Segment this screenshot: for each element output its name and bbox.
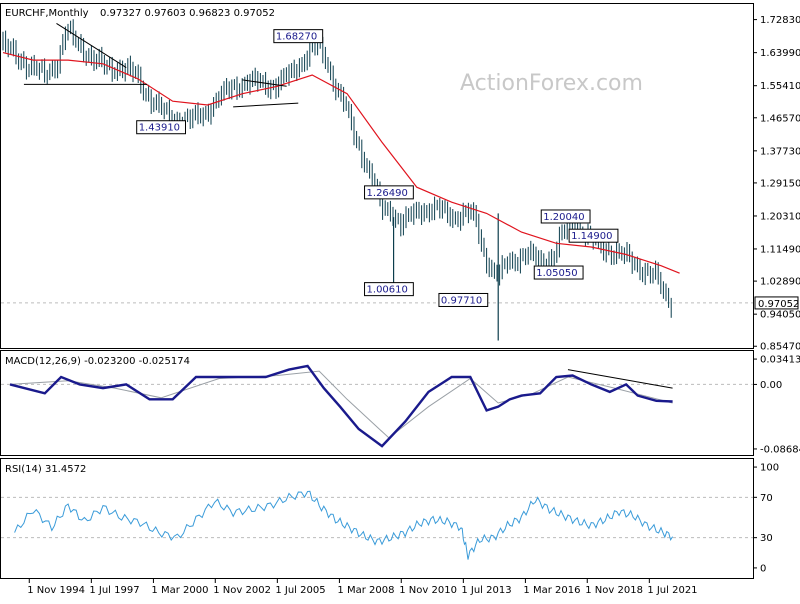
x-tick-label: 1 Jul 2005 (275, 585, 325, 596)
x-tick-label: 1 Mar 2016 (523, 585, 580, 596)
annotation-box (533, 265, 584, 280)
price-annotations: 1.68270 1.43910 1.26490 1.00610 0.97710 1.200… (136, 29, 619, 307)
macd-tick-label: 0.034137 (760, 355, 800, 366)
x-tick-label: 1 Nov 2010 (399, 585, 457, 596)
annotation-label: 1.05050 (536, 268, 577, 279)
x-tick-label: 1 Nov 2002 (213, 585, 271, 596)
watermark: ActionForex.com (460, 71, 643, 96)
last-price-label: 0.97052 (758, 299, 799, 310)
price-tick-label: 1.72830 (760, 15, 800, 26)
rsi-tick-label: 70 (760, 493, 773, 504)
annotation-label: 1.14900 (571, 231, 612, 242)
price-tick-label: 1.55410 (760, 81, 800, 92)
price-tick-label: 1.46570 (760, 113, 800, 124)
macd-tick-label: -0.086849 (760, 444, 800, 455)
rsi-tick-label: 30 (760, 533, 773, 544)
macd-line (9, 364, 673, 448)
price-tick-label: 1.63990 (760, 48, 800, 59)
annotation-box (364, 185, 414, 200)
rsi-tick-label: 100 (760, 463, 779, 474)
annotation-box (568, 228, 619, 243)
annotation-box (438, 292, 489, 307)
x-tick-label: 1 Mar 2000 (151, 585, 208, 596)
price-panel (0, 3, 754, 349)
annotation-label: 1.20040 (543, 212, 584, 223)
macd-trendline (567, 369, 673, 389)
annotation-label: 1.43910 (139, 123, 180, 134)
rsi-tick-label: 0 (760, 563, 766, 574)
annotation-label: 1.00610 (367, 285, 408, 296)
x-axis: 1 Nov 1994 1 Jul 1997 1 Mar 2000 1 Nov 2002… (27, 578, 698, 596)
x-tick-label: 1 Jul 2021 (647, 585, 697, 596)
price-tick-label: 1.37730 (760, 146, 800, 157)
annotation-box (364, 282, 414, 297)
price-tick-label: 0.94050 (760, 310, 800, 321)
annotation-box (273, 29, 324, 44)
rsi-line (14, 490, 674, 560)
price-tick-label: 1.20310 (760, 211, 800, 222)
price-tick-label: 0.85470 (760, 342, 800, 353)
price-tick-label: 1.02890 (760, 277, 800, 288)
rsi-title: RSI(14) 31.4572 (5, 464, 86, 475)
x-tick-label: 1 Nov 2018 (585, 585, 643, 596)
annotation-box (540, 209, 591, 224)
annotation-box (136, 120, 186, 135)
ohlc-values: 0.97327 0.97603 0.96823 0.97052 (100, 8, 275, 19)
x-tick-label: 1 Jul 2013 (461, 585, 511, 596)
price-tick-label: 1.11490 (760, 244, 800, 255)
annotation-label: 1.68270 (276, 32, 317, 43)
price-axis: 1.72830 1.63990 1.55410 1.46570 1.37730 1.291… (753, 15, 800, 353)
annotation-label: 1.26490 (367, 188, 408, 199)
last-price-box (754, 296, 799, 310)
price-trendline (56, 23, 127, 68)
macd-group: 0.034137 0.00 -0.086849 (1, 355, 800, 455)
sma-line (2, 52, 680, 274)
price-trendline (233, 102, 299, 108)
x-tick-label: 1 Mar 2008 (337, 585, 394, 596)
x-tick-label: 1 Jul 1997 (89, 585, 139, 596)
rsi-group: 100 70 30 0 (1, 463, 779, 574)
rsi-panel (0, 458, 754, 579)
price-lines (2, 23, 680, 274)
macd-tick-label: 0.00 (760, 380, 782, 391)
macd-panel (0, 350, 754, 456)
symbol-timeframe: EURCHF,Monthly (5, 8, 89, 19)
x-tick-label: 1 Nov 1994 (27, 585, 85, 596)
price-trendline (242, 79, 287, 87)
macd-title: MACD(12,26,9) -0.023200 -0.025174 (5, 356, 190, 367)
annotation-label: 0.97710 (441, 295, 482, 306)
price-tick-label: 1.29150 (760, 178, 800, 189)
